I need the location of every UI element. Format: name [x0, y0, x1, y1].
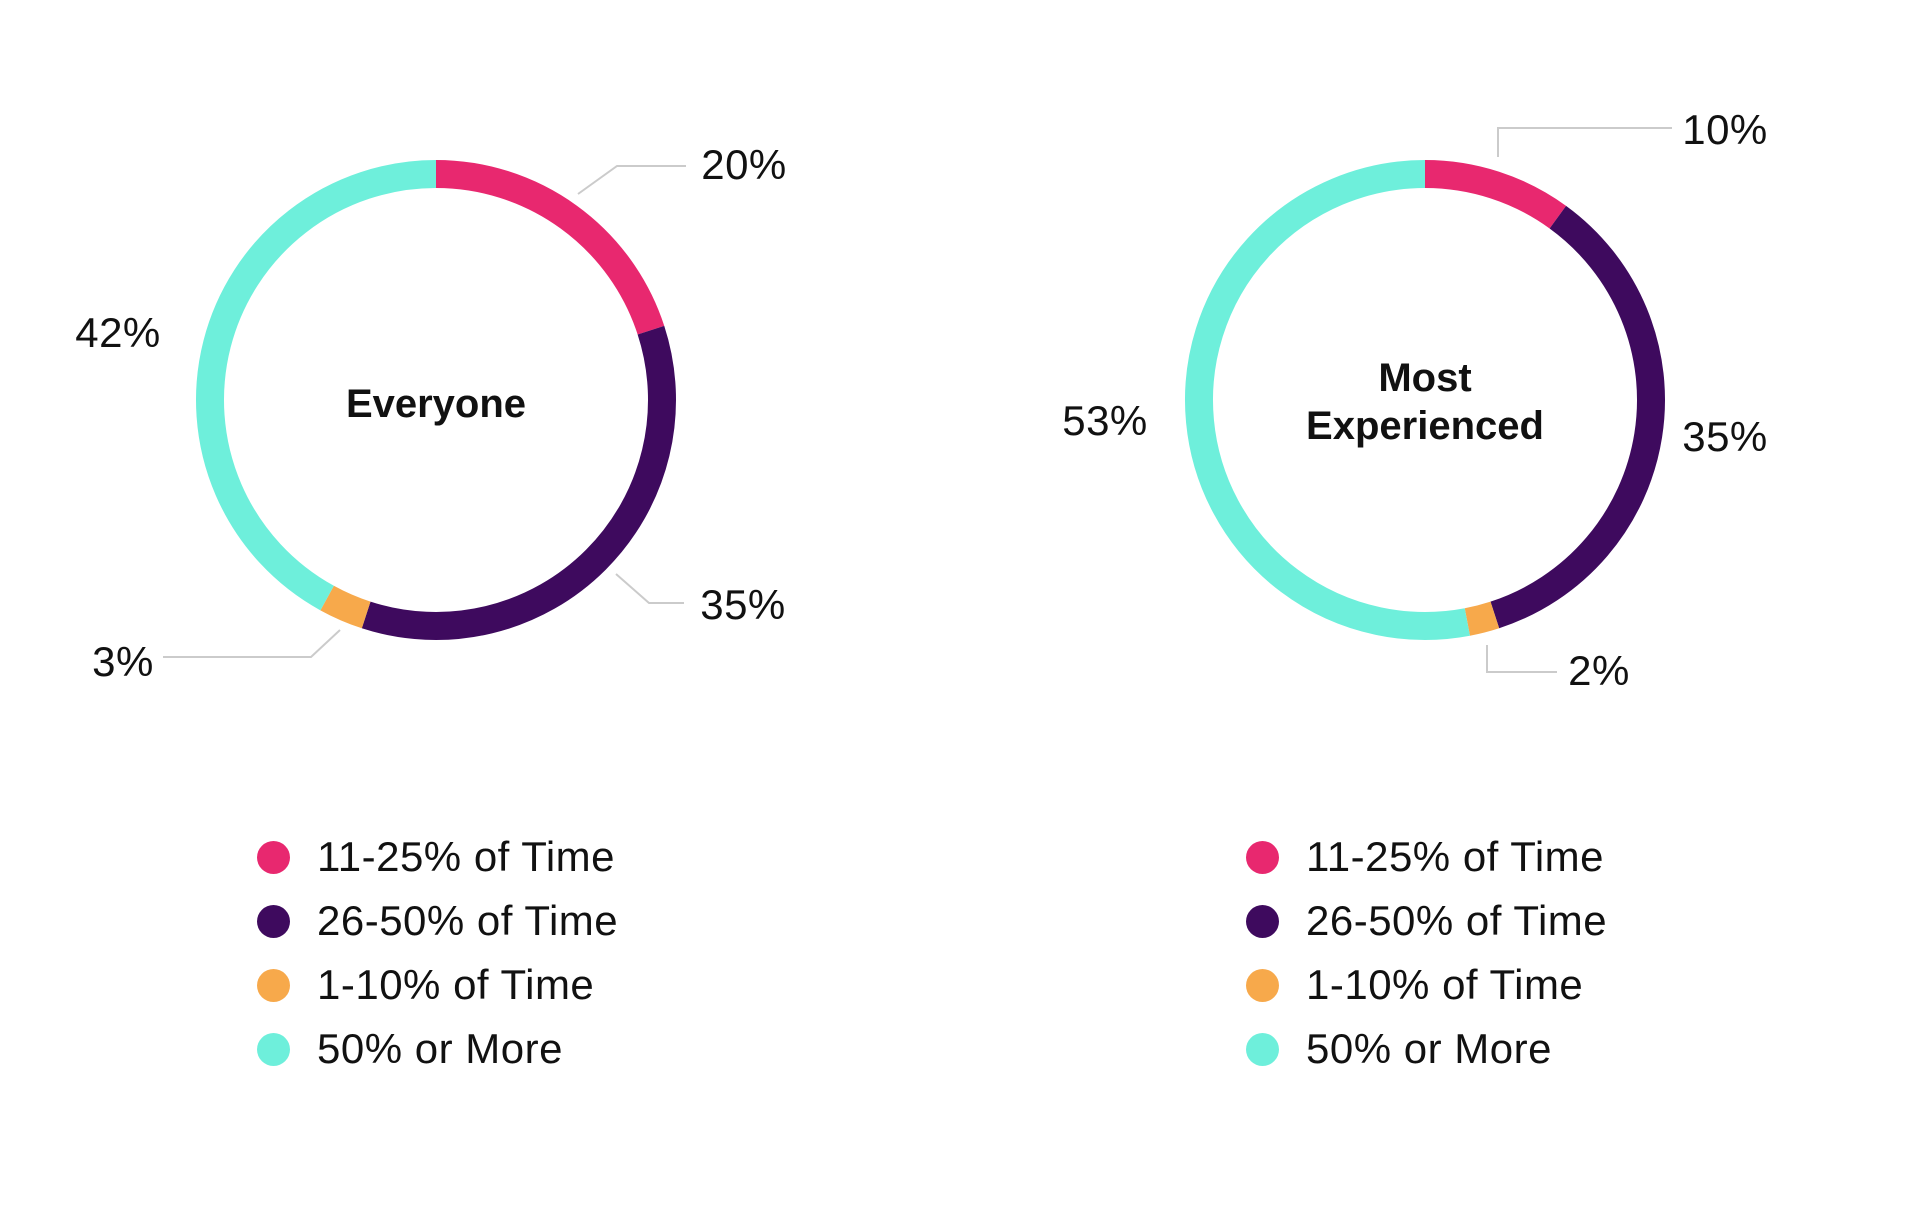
label-leader-line [1497, 127, 1672, 157]
legend-swatch-orange-icon [1246, 968, 1279, 1002]
segment-value-label-everyone-teal: 42% [75, 309, 161, 356]
legend-item: 1-10% of Time [1246, 953, 1607, 1017]
segment-value-label-everyone-pink: 20% [701, 141, 787, 188]
donut-segment-teal [1185, 160, 1470, 640]
donut-segment-purple [1490, 205, 1665, 629]
legend-swatch-orange-icon [257, 968, 290, 1002]
legend-item: 11-25% of Time [257, 825, 618, 889]
legend-swatch-teal-icon [1246, 1032, 1279, 1066]
legend-left: 11-25% of Time 26-50% of Time 1-10% of T… [257, 825, 618, 1081]
segment-value-label-most-experienced-orange: 2% [1568, 647, 1630, 694]
legend-swatch-pink-icon [257, 840, 290, 874]
donut-center-title-everyone: Everyone [345, 382, 527, 426]
segment-value-label-everyone-orange: 3% [92, 638, 154, 685]
donut-center-title-most-experienced: Most Experienced [1306, 356, 1544, 448]
label-leader-line [1486, 645, 1557, 673]
legend-item-label: 50% or More [1306, 1025, 1552, 1072]
segment-value-label-everyone-purple: 35% [700, 581, 786, 628]
legend-right: 11-25% of Time 26-50% of Time 1-10% of T… [1246, 825, 1607, 1081]
segment-value-label-most-experienced-purple: 35% [1682, 413, 1768, 460]
segment-value-label-most-experienced-pink: 10% [1682, 106, 1768, 153]
donut-segment-orange [1464, 601, 1500, 636]
legend-item-label: 11-25% of Time [317, 833, 616, 880]
leader-lines [163, 127, 1672, 673]
donut-segment-pink [1424, 160, 1567, 229]
legend-item: 26-50% of Time [257, 889, 618, 953]
label-leader-line [163, 629, 341, 658]
legend-item-label: 1-10% of Time [1306, 961, 1584, 1008]
label-leader-line [577, 165, 686, 195]
legend-swatch-teal-icon [257, 1032, 290, 1066]
legend-item-label: 50% or More [317, 1025, 563, 1072]
donut-segment-pink [435, 160, 665, 335]
legend-item-label: 1-10% of Time [317, 961, 595, 1008]
label-leader-line [615, 573, 684, 604]
legend-item-label: 11-25% of Time [1306, 833, 1605, 880]
donut-everyone [196, 160, 676, 640]
legend-item: 11-25% of Time [1246, 825, 1607, 889]
donut-segment-purple [361, 325, 676, 640]
legend-item-label: 26-50% of Time [1306, 897, 1608, 944]
legend-item-label: 26-50% of Time [317, 897, 619, 944]
legend-item: 50% or More [1246, 1017, 1607, 1081]
legend-item: 50% or More [257, 1017, 618, 1081]
legend-swatch-pink-icon [1246, 840, 1279, 874]
legend-item: 1-10% of Time [257, 953, 618, 1017]
donut-segment-orange [320, 585, 371, 629]
legend-swatch-purple-icon [1246, 904, 1279, 938]
segment-value-label-most-experienced-teal: 53% [1062, 397, 1148, 444]
donut-segment-teal [196, 160, 437, 611]
donut-most-experienced [1185, 160, 1665, 640]
legend-swatch-purple-icon [257, 904, 290, 938]
legend-item: 26-50% of Time [1246, 889, 1607, 953]
